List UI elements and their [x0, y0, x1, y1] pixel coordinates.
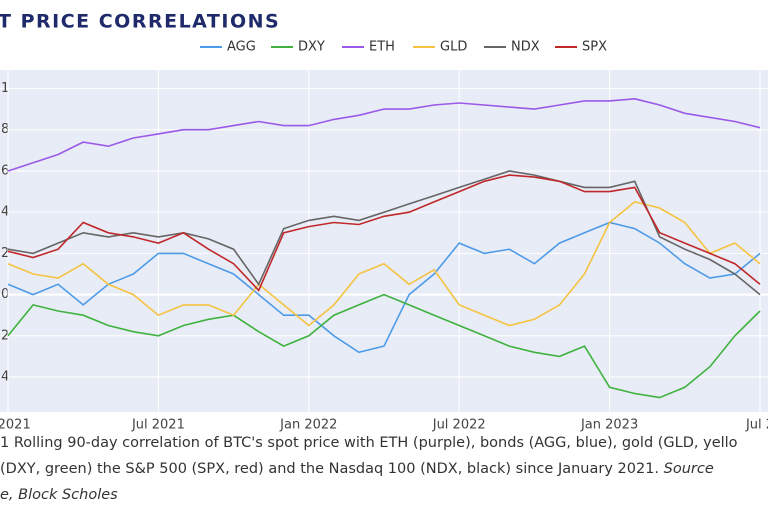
series-line	[7, 97, 761, 172]
chart-title: T PRICE CORRELATIONS	[0, 11, 280, 33]
legend-label: SPX	[582, 40, 607, 55]
x-tick-label: Jan 2022	[279, 418, 337, 433]
caption-line: 1 Rolling 90-day correlation of BTC's sp…	[0, 435, 738, 451]
x-tick-label: n 2021	[0, 418, 31, 433]
series-line	[7, 201, 761, 327]
y-tick-label: 6	[1, 163, 9, 178]
x-tick-label: Jul 2021	[131, 418, 185, 433]
legend-label: NDX	[511, 40, 540, 55]
series-line	[7, 170, 761, 296]
series-line	[7, 293, 761, 399]
caption-source: Source	[664, 461, 714, 477]
series-line	[7, 221, 761, 354]
y-tick-label: 2	[1, 328, 9, 343]
y-tick-label: 2	[1, 246, 9, 261]
plot-area	[0, 70, 768, 412]
caption-line: (DXY, green) the S&P 500 (SPX, red) and …	[0, 461, 714, 477]
y-tick-label: 1	[1, 81, 9, 96]
y-tick-label: 0	[1, 287, 9, 302]
caption-line: e, Block Scholes	[0, 487, 118, 503]
legend-label: GLD	[440, 40, 467, 55]
legend-label: AGG	[227, 40, 256, 55]
legend-label: DXY	[298, 40, 325, 55]
x-tick-label: Jul 2	[745, 418, 768, 433]
y-tick-label: 8	[1, 122, 9, 137]
caption-text: (DXY, green) the S&P 500 (SPX, red) and …	[0, 461, 664, 477]
y-tick-label: 4	[1, 205, 9, 220]
x-tick-label: Jan 2023	[580, 418, 638, 433]
x-tick-label: Jul 2022	[432, 418, 486, 433]
series-line	[7, 174, 761, 292]
legend-label: ETH	[369, 40, 395, 55]
y-tick-label: 4	[1, 369, 9, 384]
